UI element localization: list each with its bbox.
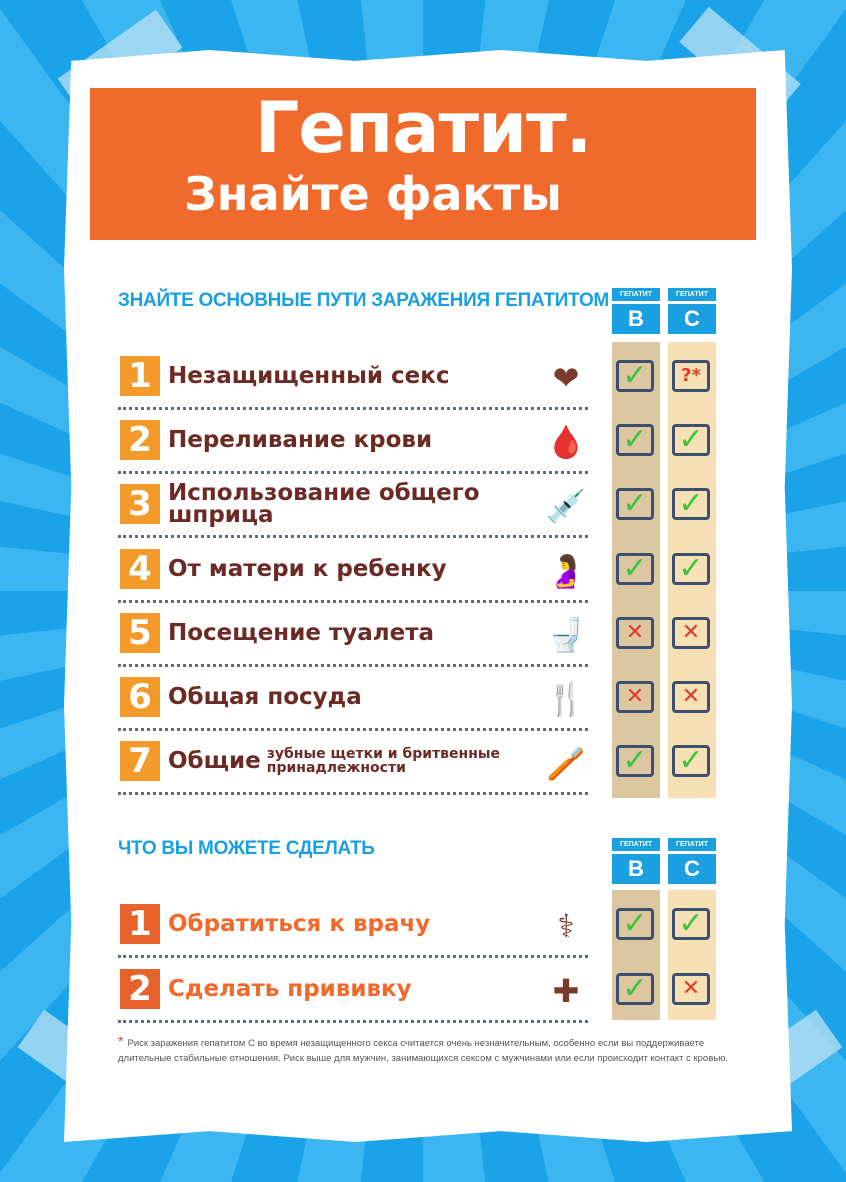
list-item: 3 Использование общего шприца 💉 bbox=[118, 474, 588, 539]
row-label: Сделать прививку bbox=[168, 959, 538, 1019]
row-number: 1 bbox=[120, 356, 160, 396]
row-label-text: Незащищенный секс bbox=[168, 363, 450, 389]
poster-title: Гепатит. bbox=[254, 87, 592, 169]
list-item: 2 Сделать прививку ✚ bbox=[118, 959, 588, 1023]
row-number: 2 bbox=[120, 969, 160, 1009]
mark-check-icon: ✓ bbox=[672, 908, 710, 940]
list-item: 5 Посещение туалета 🚽 bbox=[118, 603, 588, 667]
mark-check-icon: ✓ bbox=[672, 745, 710, 778]
mark-check-icon: ✓ bbox=[616, 908, 654, 940]
list-item: 4 От матери к ребенку 🤰 bbox=[118, 539, 588, 603]
row-label: Общие зубные щетки и бритвенные принадлеж… bbox=[168, 731, 538, 791]
doctor-icon: ⚕ bbox=[557, 907, 575, 945]
row-label-text: Общие bbox=[168, 748, 261, 775]
column-header-b: ГЕПАТИТ B bbox=[612, 288, 660, 334]
row-label: Использование общего шприца bbox=[168, 474, 538, 534]
mark-check-icon: ✓ bbox=[616, 424, 654, 457]
column-header-c: ГЕПАТИТ C bbox=[668, 838, 716, 884]
row-number: 1 bbox=[120, 904, 160, 944]
row-label: Незащищенный секс bbox=[168, 346, 538, 406]
column-header-small: ГЕПАТИТ bbox=[612, 838, 660, 851]
row-label-small: зубные щетки и бритвенные принадлежности bbox=[266, 746, 501, 777]
column-header-small: ГЕПАТИТ bbox=[668, 838, 716, 851]
row-label-text: Обратиться к врачу bbox=[168, 911, 431, 937]
toilet-icon: 🚽 bbox=[546, 615, 586, 654]
row-number: 4 bbox=[120, 548, 160, 589]
list-item: 6 Общая посуда 🍴 bbox=[118, 667, 588, 731]
column-header-c: ГЕПАТИТ C bbox=[668, 288, 716, 334]
row-number: 6 bbox=[120, 677, 160, 717]
row-number: 5 bbox=[120, 612, 160, 653]
row-label: Переливание крови bbox=[168, 410, 538, 470]
mark-question-icon: ?* bbox=[672, 360, 710, 392]
row-label: Посещение туалета bbox=[168, 603, 538, 663]
footnote-marker: * bbox=[118, 1033, 124, 1049]
column-header-small: ГЕПАТИТ bbox=[668, 288, 716, 301]
mark-cross-icon: ✕ bbox=[672, 973, 710, 1005]
mark-check-icon: ✓ bbox=[616, 360, 654, 392]
mark-check-icon: ✓ bbox=[616, 552, 654, 585]
row-number: 3 bbox=[120, 484, 160, 525]
column-header-letter: B bbox=[612, 304, 660, 334]
footnote: * Риск заражения гепатитом С во время нез… bbox=[118, 1034, 728, 1066]
mark-check-icon: ✓ bbox=[616, 745, 654, 778]
footnote-text: Риск заражения гепатитом С во время неза… bbox=[118, 1038, 728, 1064]
column-header-letter: C bbox=[668, 304, 716, 334]
utensils-icon: 🍴 bbox=[546, 680, 586, 718]
hearts-icon: ❤ bbox=[552, 359, 580, 397]
mark-check-icon: ✓ bbox=[672, 424, 710, 457]
row-number: 2 bbox=[120, 420, 160, 461]
syringe-icon: 💉 bbox=[546, 487, 586, 526]
list-item: 2 Переливание крови 🩸 bbox=[118, 410, 588, 475]
poster-header: Гепатит. Знайте факты bbox=[90, 88, 756, 240]
row-label: Обратиться к врачу bbox=[168, 894, 538, 954]
mark-cross-icon: ✕ bbox=[672, 681, 710, 713]
section1-title: ЗНАЙТЕ ОСНОВНЫЕ ПУТИ ЗАРАЖЕНИЯ ГЕПАТИТОМ bbox=[118, 290, 609, 311]
medicine-bottle-icon: ✚ bbox=[552, 972, 580, 1010]
list-item: 7 Общие зубные щетки и бритвенные принадле… bbox=[118, 731, 588, 796]
row-label: Общая посуда bbox=[168, 667, 538, 727]
mark-check-icon: ✓ bbox=[672, 488, 710, 521]
row-label-text: Использование общего шприца bbox=[168, 480, 480, 529]
list-item: 1 Обратиться к врачу ⚕ bbox=[118, 894, 588, 958]
row-number: 7 bbox=[120, 741, 160, 782]
row-label-text: Переливание крови bbox=[168, 427, 433, 454]
mark-cross-icon: ✕ bbox=[616, 681, 654, 713]
mark-check-icon: ✓ bbox=[616, 973, 654, 1005]
mark-cross-icon: ✕ bbox=[672, 616, 710, 649]
column-header-letter: C bbox=[668, 854, 716, 884]
row-label-text: Сделать прививку bbox=[168, 976, 412, 1002]
mark-check-icon: ✓ bbox=[672, 552, 710, 585]
poster-subtitle: Знайте факты bbox=[184, 167, 562, 221]
mark-check-icon: ✓ bbox=[616, 488, 654, 521]
toothbrush-razor-icon: 🪥 bbox=[546, 744, 586, 783]
mark-cross-icon: ✕ bbox=[616, 616, 654, 649]
row-label-text: Общая посуда bbox=[168, 684, 362, 710]
row-label-text: От матери к ребенку bbox=[168, 555, 447, 582]
row-label-text: Посещение туалета bbox=[168, 619, 435, 646]
blood-bag-icon: 🩸 bbox=[546, 423, 586, 462]
row-label: От матери к ребенку bbox=[168, 539, 538, 599]
column-header-small: ГЕПАТИТ bbox=[612, 288, 660, 301]
column-header-letter: B bbox=[612, 854, 660, 884]
section2-title: ЧТО ВЫ МОЖЕТЕ СДЕЛАТЬ bbox=[118, 838, 375, 859]
list-item: 1 Незащищенный секс ❤ bbox=[118, 346, 588, 410]
pregnant-woman-icon: 🤰 bbox=[546, 551, 586, 590]
column-header-b: ГЕПАТИТ B bbox=[612, 838, 660, 884]
